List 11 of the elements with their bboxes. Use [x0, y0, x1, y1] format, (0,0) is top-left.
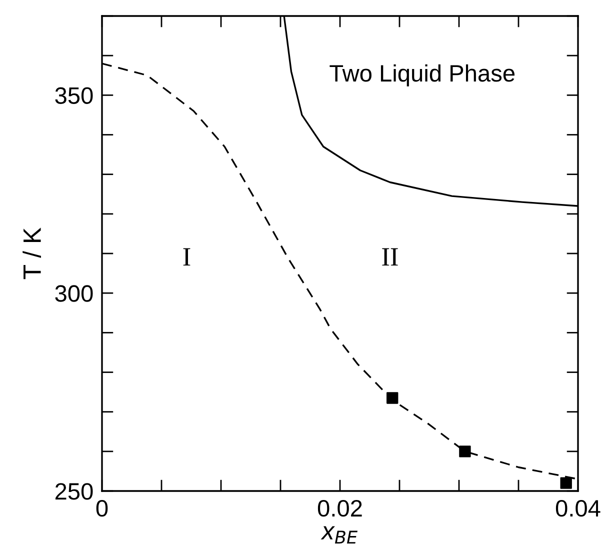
x-axis-title: x$_{BE}$ [320, 526, 358, 544]
y-tick-label: 250 [55, 483, 93, 500]
annotation: Two Liquid Phase [330, 64, 514, 86]
annotation: I [183, 248, 190, 266]
y-tick-label: 300 [55, 285, 93, 302]
x-tick-label: 0 [96, 500, 108, 517]
annotation: II [382, 248, 398, 266]
x-tick-label: 0.04 [556, 500, 600, 517]
y-tick-label: 350 [55, 87, 93, 104]
x-tick-label: 0.02 [318, 500, 362, 517]
y-axis-title: T / K [22, 228, 41, 280]
